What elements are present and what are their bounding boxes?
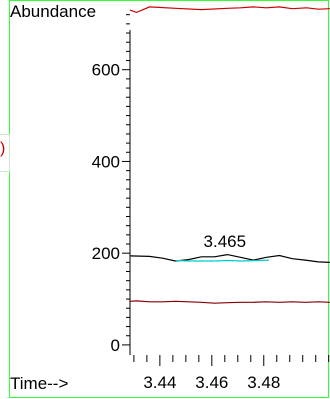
annotation-layer: 3.465	[204, 232, 247, 251]
series-line-1	[129, 6, 330, 14]
x-axis-title: Time-->	[10, 374, 68, 393]
chart-frame	[9, 0, 329, 398]
series-line-2	[129, 253, 330, 263]
series-line-4	[129, 300, 330, 304]
series-layer	[129, 6, 330, 304]
x-tick-label: 3.48	[247, 373, 280, 392]
y-tick-label: 400	[92, 152, 120, 171]
x-tick-label: 3.46	[195, 373, 228, 392]
series-line-3	[175, 259, 270, 262]
y-tick-label: 0	[111, 336, 120, 355]
y-axis-ticks: 0 200 400 600	[92, 14, 130, 355]
y-tick-label: 600	[92, 61, 120, 80]
x-tick-label: 3.44	[143, 373, 176, 392]
y-tick-label: 200	[92, 244, 120, 263]
side-panel-label: )	[0, 140, 6, 157]
y-axis-title: Abundance	[10, 2, 96, 21]
side-panel-edge	[0, 134, 10, 172]
x-axis-ticks: 3.44 3.46 3.48	[133, 355, 330, 392]
peak-annotation: 3.465	[204, 232, 247, 251]
